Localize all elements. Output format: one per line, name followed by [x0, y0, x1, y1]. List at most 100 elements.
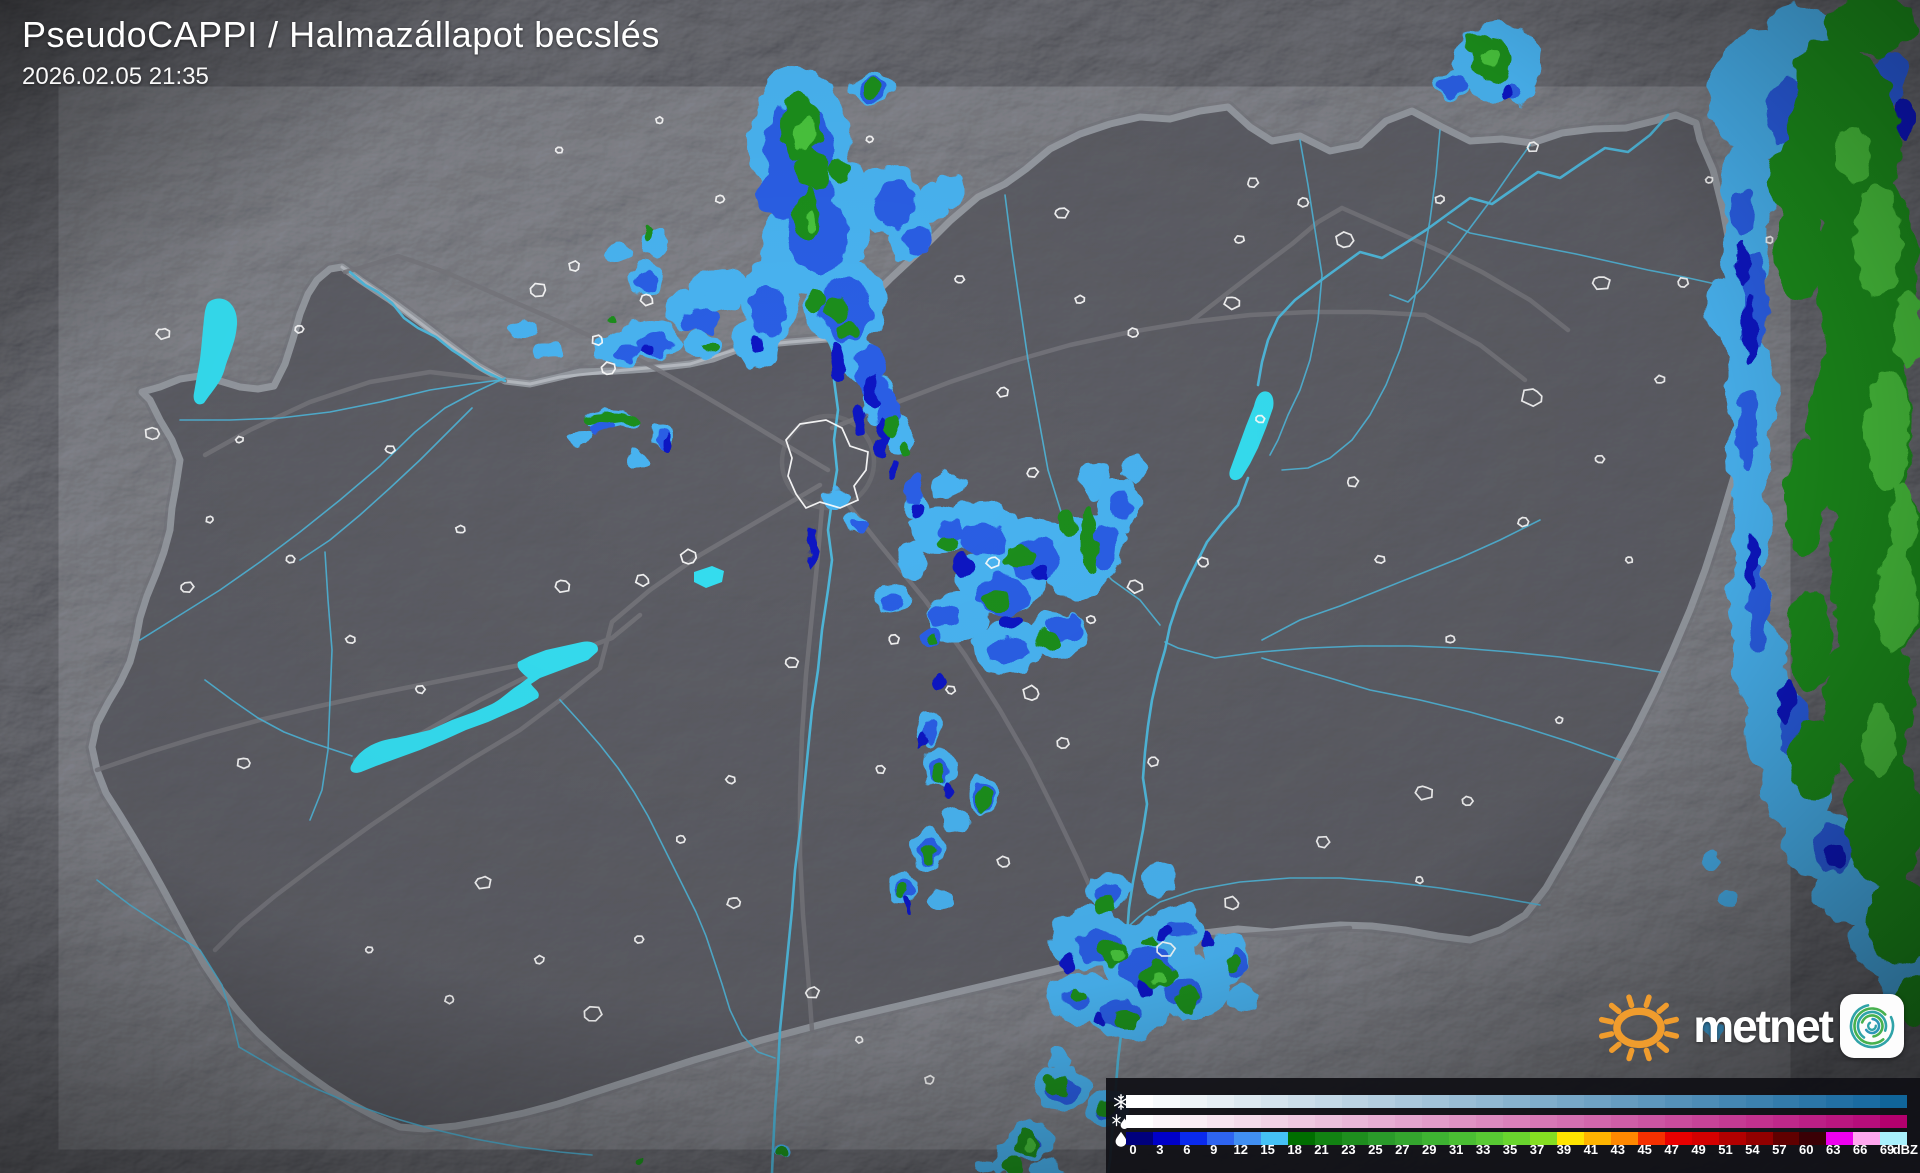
legend-color-segment [1745, 1132, 1773, 1145]
legend-tick-label: 47 [1664, 1142, 1679, 1157]
legend-color-segment [1449, 1095, 1477, 1108]
legend-tick-label: 60 [1799, 1142, 1814, 1157]
legend-color-segment [1341, 1115, 1369, 1128]
legend-color-segment [1583, 1095, 1611, 1108]
legend-color-segment [1314, 1132, 1342, 1145]
sun-icon [1599, 994, 1680, 1062]
legend-tick-label: 27 [1395, 1142, 1410, 1157]
metnet-brand: metnet [1593, 987, 1904, 1065]
timestamp: 2026.02.05 21:35 [22, 63, 209, 90]
legend-tick-label: 41 [1583, 1142, 1599, 1157]
legend-color-segment [1126, 1115, 1153, 1128]
legend-color-segment [1691, 1115, 1719, 1128]
legend-tick-label: 69 [1879, 1142, 1895, 1157]
legend-color-segment [1503, 1095, 1531, 1108]
legend-color-segment [1610, 1115, 1638, 1128]
snow-color-bar [1126, 1095, 1908, 1108]
legend-color-segment [1826, 1115, 1854, 1128]
legend-color-segment [1530, 1132, 1557, 1145]
legend-color-segment [1772, 1095, 1800, 1108]
legend-tick-label: 15 [1260, 1142, 1275, 1157]
legend-color-segment [1583, 1132, 1611, 1145]
legend-color-segment [1422, 1115, 1450, 1128]
legend-color-segment [1368, 1132, 1396, 1145]
legend-color-segment [1206, 1095, 1234, 1108]
metnet-app-icon [1840, 994, 1904, 1058]
page-title: PseudoCAPPI / Halmazállapot becslés [22, 14, 660, 55]
legend-color-segment [1557, 1115, 1584, 1128]
legend-color-segment [1557, 1095, 1584, 1108]
legend-tick-label: 49 [1691, 1142, 1706, 1157]
raindrop-icon [1115, 1131, 1127, 1147]
legend-color-segment [1799, 1132, 1827, 1145]
legend-tick-label: 35 [1502, 1142, 1518, 1157]
legend-color-segment [1126, 1132, 1153, 1145]
legend-tick-label: 23 [1341, 1142, 1356, 1157]
legend-color-segment [1826, 1132, 1854, 1145]
legend-tick-label: 31 [1448, 1142, 1464, 1157]
mixed-color-bar [1126, 1115, 1908, 1128]
legend-color-segment [1745, 1095, 1773, 1108]
legend-color-segment [1530, 1095, 1557, 1108]
legend-color-segment [1395, 1115, 1423, 1128]
legend-color-segment [1691, 1132, 1719, 1145]
legend-color-segment [1395, 1095, 1423, 1108]
legend-tick-label: 33 [1475, 1142, 1491, 1157]
legend-color-segment [1287, 1115, 1315, 1128]
legend-color-segment [1799, 1095, 1827, 1108]
legend-tick-label: 54 [1745, 1142, 1760, 1157]
legend-color-segment [1853, 1132, 1881, 1145]
legend-tick-label: 12 [1233, 1142, 1248, 1157]
legend-tick-label: 66 [1852, 1142, 1868, 1157]
legend-color-segment [1476, 1115, 1504, 1128]
legend-color-segment [1260, 1095, 1288, 1108]
legend-tick-label: 0 [1129, 1142, 1137, 1157]
legend-color-segment [1503, 1132, 1531, 1145]
legend-tick-label: 18 [1287, 1142, 1302, 1157]
legend-color-segment [1637, 1115, 1665, 1128]
legend-color-segment [1718, 1115, 1746, 1128]
legend-color-segment [1664, 1095, 1692, 1108]
legend-color-segment [1530, 1115, 1557, 1128]
legend-color-segment [1368, 1115, 1396, 1128]
legend-color-segment [1206, 1132, 1234, 1145]
legend-color-segment [1557, 1132, 1584, 1145]
legend-color-segment [1368, 1095, 1396, 1108]
legend-color-segment [1395, 1132, 1423, 1145]
legend-color-segment [1745, 1115, 1773, 1128]
legend-color-segment [1449, 1115, 1477, 1128]
metnet-spiral-icon [1849, 1003, 1895, 1049]
legend-color-segment [1610, 1132, 1638, 1145]
rain-color-bar [1126, 1132, 1908, 1145]
header: PseudoCAPPI / Halmazállapot becslés 2026… [22, 14, 660, 91]
legend-color-segment [1718, 1132, 1746, 1145]
legend-color-segment [1422, 1132, 1450, 1145]
legend-color-segment [1718, 1095, 1746, 1108]
legend-tick-label: 51 [1718, 1142, 1733, 1157]
legend-color-segment [1610, 1095, 1638, 1108]
legend-color-segment [1799, 1115, 1827, 1128]
legend-color-segment [1880, 1115, 1908, 1128]
legend-color-segment [1664, 1115, 1692, 1128]
legend-color-segment [1287, 1095, 1315, 1108]
legend-color-segment [1314, 1115, 1342, 1128]
legend-color-segment [1880, 1132, 1908, 1145]
legend-color-segment [1583, 1115, 1611, 1128]
legend-color-segment [1152, 1115, 1180, 1128]
legend-color-segment [1853, 1115, 1881, 1128]
legend-color-segment [1476, 1132, 1504, 1145]
legend-tick-label: 25 [1368, 1142, 1383, 1157]
snowflake-icon [1113, 1094, 1129, 1110]
legend-color-segment [1853, 1095, 1881, 1108]
legend-color-segment [1772, 1132, 1800, 1145]
legend-tick-label: 9 [1210, 1142, 1218, 1157]
dbz-legend-panel: 0 3 6 9 12 15 18 21 23 25 27 29 31 33 35 37 39 41 43 45 47 49… [1106, 1078, 1920, 1173]
legend-color-segment [1880, 1095, 1908, 1108]
legend-color-segment [1233, 1095, 1261, 1108]
legend-color-segment [1476, 1095, 1504, 1108]
legend-color-segment [1233, 1115, 1261, 1128]
legend-color-segment [1637, 1095, 1665, 1108]
legend-color-segment [1664, 1132, 1692, 1145]
